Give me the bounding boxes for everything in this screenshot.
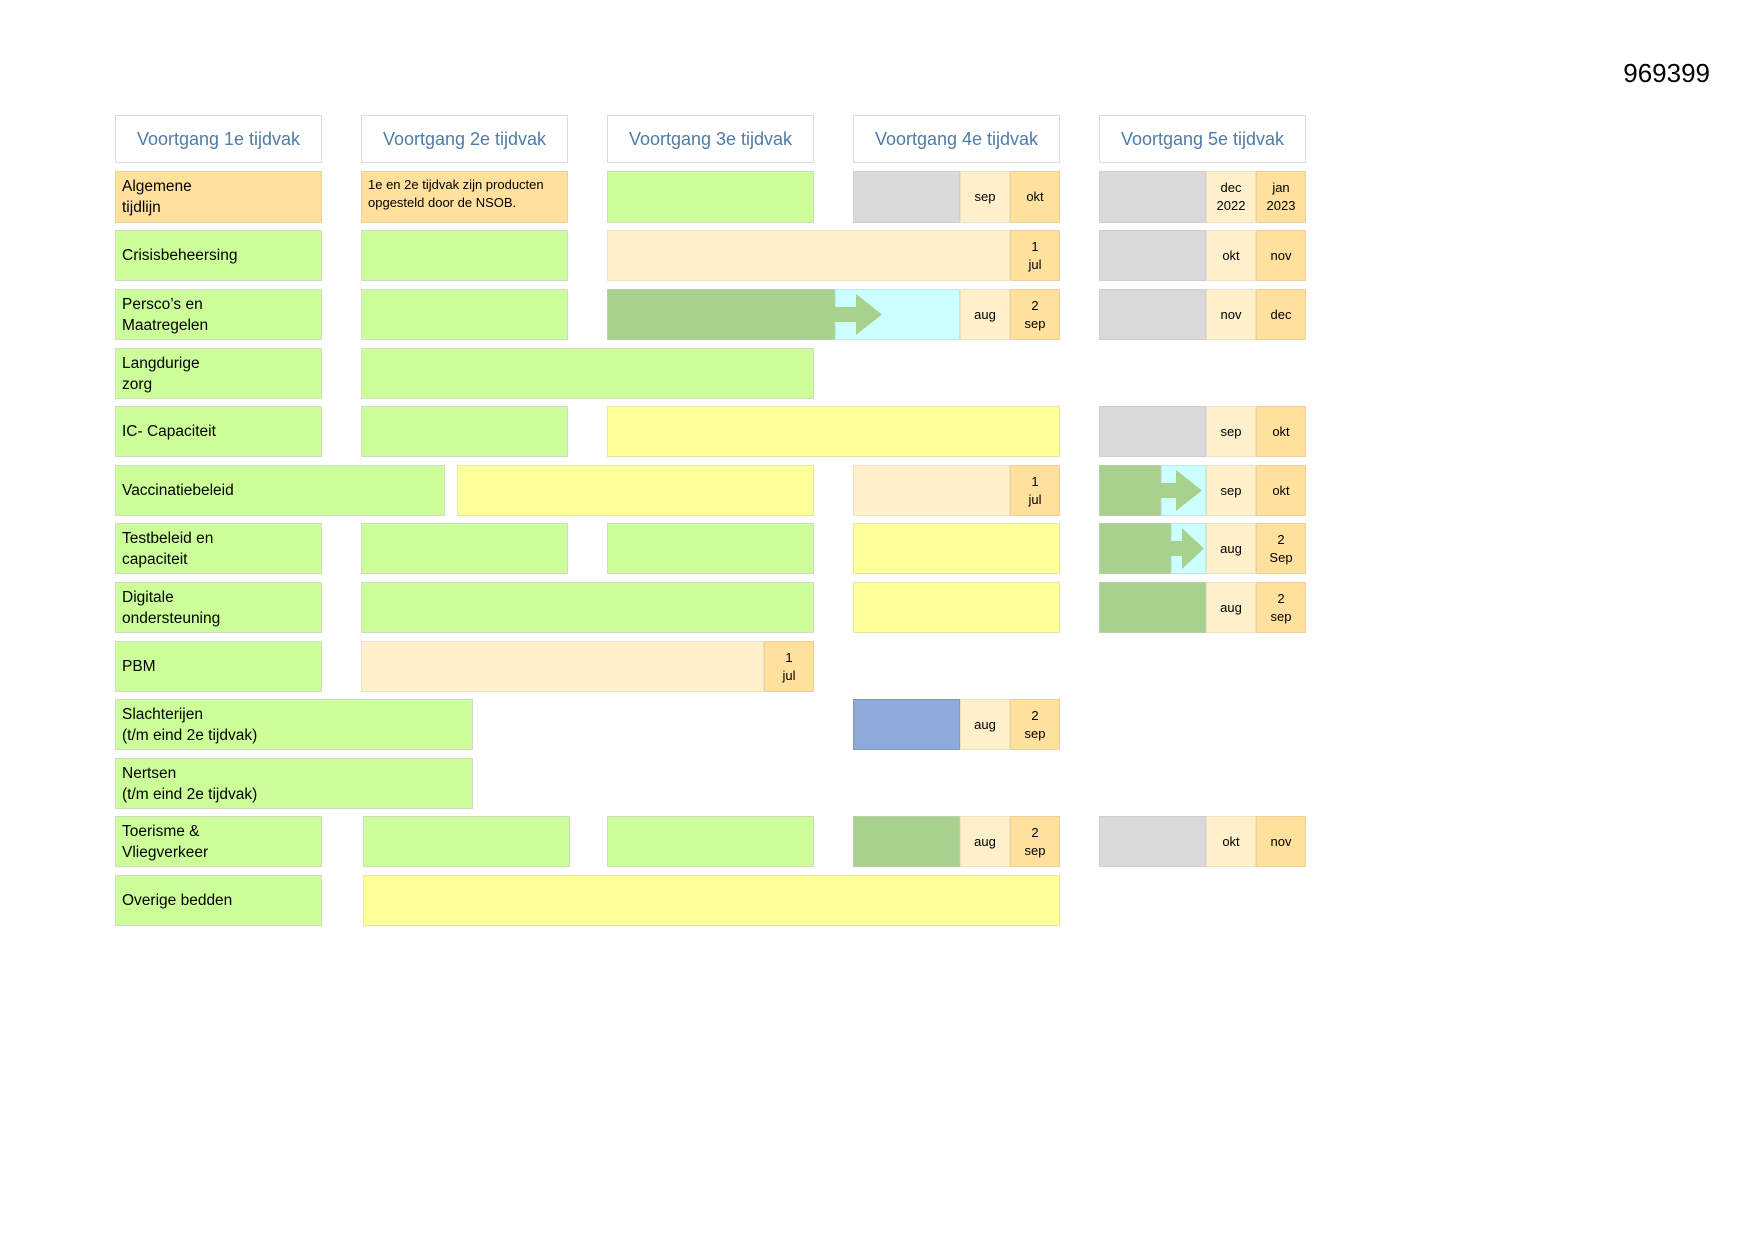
- bar-testbeleid-5: [1099, 523, 1171, 574]
- date-digitale-5b: 2 sep: [1256, 582, 1306, 633]
- row-label-testbeleid: Testbeleid en capaciteit: [115, 523, 322, 574]
- row-label-slachterijen: Slachterijen (t/m eind 2e tijdvak): [115, 699, 473, 750]
- bar-testbeleid-2: [361, 523, 568, 574]
- date-crisis-5b: nov: [1256, 230, 1306, 281]
- row-label-overige-bedden: Overige bedden: [115, 875, 322, 926]
- bar-toerisme-4: [853, 816, 960, 867]
- date-toerisme-5b: nov: [1256, 816, 1306, 867]
- bar-vaccinatie-5: [1099, 465, 1161, 516]
- date-toerisme-5a: okt: [1206, 816, 1256, 867]
- date-slachterijen-4b: 2 sep: [1010, 699, 1060, 750]
- bar-vaccinatie-2-3: [457, 465, 814, 516]
- bar-ic-2: [361, 406, 568, 457]
- date-ic-5a: sep: [1206, 406, 1256, 457]
- bar-digitale-5: [1099, 582, 1206, 633]
- row-label-vaccinatiebeleid: Vaccinatiebeleid: [115, 465, 445, 516]
- bar-crisis-3-4: [607, 230, 1010, 281]
- header-tijdvak-3: Voortgang 3e tijdvak: [607, 115, 814, 163]
- date-ic-5b: okt: [1256, 406, 1306, 457]
- date-crisis-5a: okt: [1206, 230, 1256, 281]
- date-vaccinatie-5b: okt: [1256, 465, 1306, 516]
- date-persco-5a: nov: [1206, 289, 1256, 340]
- header-tijdvak-4: Voortgang 4e tijdvak: [853, 115, 1060, 163]
- row-label-crisisbeheersing: Crisisbeheersing: [115, 230, 322, 281]
- bar-langdurige-2-3: [361, 348, 814, 399]
- bar-ic-5: [1099, 406, 1206, 457]
- date-persco-4b: 2 sep: [1010, 289, 1060, 340]
- bar-toerisme-2: [363, 816, 570, 867]
- bar-testbeleid-3: [607, 523, 814, 574]
- bar-ic-3-4: [607, 406, 1060, 457]
- bar-algemene-3: [607, 171, 814, 223]
- date-persco-5b: dec: [1256, 289, 1306, 340]
- date-algemene-4a: sep: [960, 171, 1010, 223]
- date-persco-4a: aug: [960, 289, 1010, 340]
- date-digitale-5a: aug: [1206, 582, 1256, 633]
- bar-persco-3: [607, 289, 835, 340]
- arrow-right-icon: [1170, 528, 1204, 569]
- header-tijdvak-1: Voortgang 1e tijdvak: [115, 115, 322, 163]
- row-label-ic-capaciteit: IC- Capaciteit: [115, 406, 322, 457]
- bar-digitale-4: [853, 582, 1060, 633]
- row-label-persco-maatregelen: Persco’s en Maatregelen: [115, 289, 322, 340]
- bar-digitale-2-3: [361, 582, 814, 633]
- bar-pbm-2-3: [361, 641, 764, 692]
- date-testbeleid-5b: 2 Sep: [1256, 523, 1306, 574]
- bar-persco-5: [1099, 289, 1206, 340]
- row-label-pbm: PBM: [115, 641, 322, 692]
- bar-vaccinatie-4: [853, 465, 1010, 516]
- row-label-algemene-tijdlijn: Algemene tijdlijn: [115, 171, 322, 223]
- date-algemene-5b: jan 2023: [1256, 171, 1306, 223]
- row-label-digitale-ondersteuning: Digitale ondersteuning: [115, 582, 322, 633]
- bar-crisis-2: [361, 230, 568, 281]
- bar-overige-2-4: [363, 875, 1060, 926]
- arrow-right-icon: [834, 294, 882, 335]
- date-testbeleid-5a: aug: [1206, 523, 1256, 574]
- date-crisis-4b: 1 jul: [1010, 230, 1060, 281]
- bar-algemene-4: [853, 171, 960, 223]
- row-label-nertsen: Nertsen (t/m eind 2e tijdvak): [115, 758, 473, 809]
- header-tijdvak-2: Voortgang 2e tijdvak: [361, 115, 568, 163]
- bar-algemene-5: [1099, 171, 1206, 223]
- date-algemene-4b: okt: [1010, 171, 1060, 223]
- header-tijdvak-5: Voortgang 5e tijdvak: [1099, 115, 1306, 163]
- row-label-toerisme: Toerisme & Vliegverkeer: [115, 816, 322, 867]
- date-algemene-5a: dec 2022: [1206, 171, 1256, 223]
- date-pbm-3b: 1 jul: [764, 641, 814, 692]
- date-vaccinatie-5a: sep: [1206, 465, 1256, 516]
- bar-persco-2: [361, 289, 568, 340]
- bar-toerisme-3: [607, 816, 814, 867]
- bar-slachterijen-4: [853, 699, 960, 750]
- date-vaccinatie-4b: 1 jul: [1010, 465, 1060, 516]
- date-toerisme-4b: 2 sep: [1010, 816, 1060, 867]
- date-slachterijen-4a: aug: [960, 699, 1010, 750]
- nsob-note: 1e en 2e tijdvak zijn producten opgestel…: [361, 171, 568, 223]
- date-toerisme-4a: aug: [960, 816, 1010, 867]
- arrow-right-icon: [1160, 470, 1202, 511]
- row-label-langdurige-zorg: Langdurige zorg: [115, 348, 322, 399]
- bar-testbeleid-4: [853, 523, 1060, 574]
- document-id: 969399: [1623, 58, 1710, 88]
- bar-toerisme-5: [1099, 816, 1206, 867]
- bar-crisis-5: [1099, 230, 1206, 281]
